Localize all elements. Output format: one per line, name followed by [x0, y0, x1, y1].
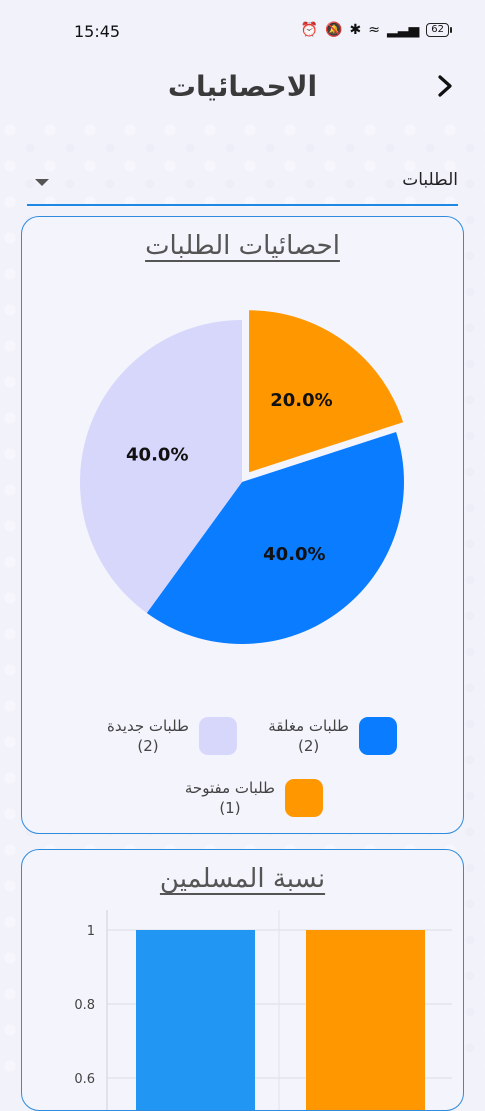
page-title: الاحصائيات	[167, 70, 318, 103]
legend-label: طلبات مفتوحة	[184, 779, 275, 797]
legend-item-open: طلبات مفتوحة (1)	[185, 778, 323, 818]
status-bar: 15:45 ⏰ 🔕 ✱ ≈ ▂▃▅ 62	[0, 0, 485, 64]
status-time: 15:45	[74, 22, 121, 41]
bluetooth-icon: ✱	[349, 22, 362, 38]
legend-item-closed: طلبات مغلقة (2)	[268, 716, 397, 756]
bar	[306, 930, 425, 1110]
legend-swatch-new	[199, 717, 237, 755]
pie-slice	[146, 431, 405, 644]
battery-icon: 62	[426, 23, 452, 37]
wifi-icon: ≈	[368, 22, 380, 38]
signal-icon: ▂▃▅	[386, 22, 420, 38]
y-tick-label: 1	[87, 924, 95, 939]
legend-label: طلبات جديدة	[107, 717, 189, 735]
orders-stats-title: احصائيات الطلبات	[145, 231, 340, 261]
legend-count: (1)	[219, 799, 241, 817]
muslims-ratio-card: نسبة المسلمين 1 0.8 0.6	[21, 849, 464, 1111]
caret-down-icon	[35, 179, 49, 186]
legend-count: (2)	[137, 737, 159, 755]
status-icons: ⏰ 🔕 ✱ ≈ ▂▃▅ 62	[300, 22, 452, 38]
muslims-ratio-title: نسبة المسلمين	[159, 864, 326, 894]
pie-slice	[79, 320, 242, 614]
legend-swatch-closed	[359, 717, 397, 755]
filter-dropdown[interactable]: الطلبات	[27, 160, 458, 206]
orders-stats-card: احصائيات الطلبات 20.0% 40.0% 40.0% طلبات م…	[21, 216, 464, 834]
muslims-bar-chart: 10.80.6	[74, 910, 452, 1110]
mute-icon: 🔕	[325, 22, 343, 38]
pie-slice-label: 20.0%	[270, 390, 332, 411]
chevron-right-icon[interactable]	[433, 74, 457, 98]
bar	[136, 930, 255, 1110]
pie-slice-label: 40.0%	[126, 444, 188, 465]
legend-count: (2)	[297, 737, 320, 755]
pie-slice-label: 40.0%	[263, 544, 325, 565]
app-bar: الاحصائيات	[0, 60, 485, 120]
filter-selected-value: الطلبات	[402, 170, 458, 190]
legend-item-new: طلبات جديدة (2)	[107, 716, 237, 756]
orders-pie-chart: 20.0% 40.0% 40.0%	[79, 310, 405, 644]
legend-label: طلبات مغلقة	[268, 717, 349, 735]
y-tick-label: 0.8	[74, 998, 95, 1013]
legend-swatch-open	[285, 779, 323, 817]
alarm-icon: ⏰	[300, 22, 319, 38]
pie-slice	[249, 310, 404, 473]
